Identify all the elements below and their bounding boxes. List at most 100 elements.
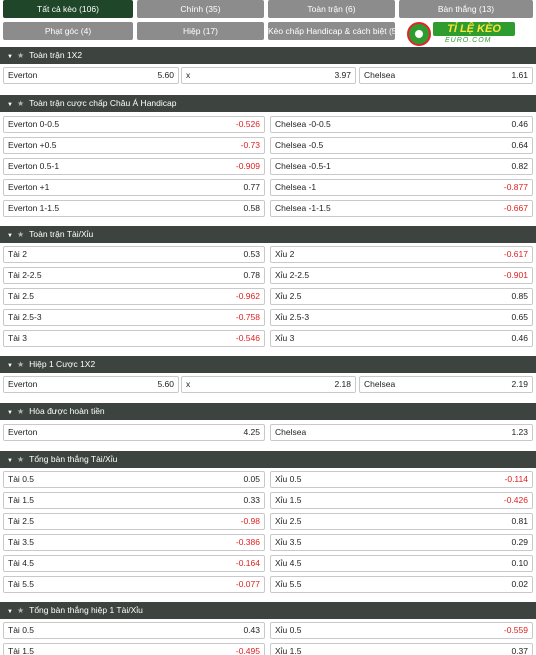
collapse-caret-icon[interactable]: ▼ [7,233,13,239]
tab-full-match[interactable]: Toàn trận (6) [268,0,395,18]
odds-cell[interactable]: Xỉu 2.5-3 0.65 [270,309,533,326]
tab-goals[interactable]: Bàn thắng (13) [399,0,533,18]
tab-all[interactable]: Tất cả kèo (106) [3,0,133,18]
market-tabs: Tất cả kèo (106) Chính (35) Toàn trận (6… [0,0,536,42]
odds-value: 0.53 [243,249,260,259]
odds-value: 0.85 [511,291,528,301]
handicap-line: 1.5 [289,646,302,655]
odds-cell[interactable]: Xỉu 0.5 -0.559 [270,622,533,639]
section-header[interactable]: ▼ ★ Tổng bàn thắng Tài/Xỉu [0,451,536,468]
odds-cell[interactable]: Xỉu 3.5 0.29 [270,534,533,551]
odds-cell[interactable]: Chelsea 2.19 [359,376,533,393]
odds-cell[interactable]: Xỉu 3 0.46 [270,330,533,347]
favorite-star-icon[interactable]: ★ [16,360,25,369]
selection-label: Chelsea -0.5 [275,138,323,153]
tab-main[interactable]: Chính (35) [137,0,264,18]
selection-label: Everton 1-1.5 [8,201,59,216]
favorite-star-icon[interactable]: ★ [16,230,25,239]
odds-cell[interactable]: Chelsea -0.5-1 0.82 [270,158,533,175]
section-header[interactable]: ▼ ★ Hòa được hoàn tiền [0,403,536,420]
handicap-line: 0.5 [22,625,35,635]
section-header[interactable]: ▼ ★ Tổng bàn thắng hiệp 1 Tài/Xỉu [0,602,536,619]
favorite-star-icon[interactable]: ★ [16,99,25,108]
section-header[interactable]: ▼ ★ Toàn trận Tài/Xỉu [0,226,536,243]
selection-label: Tài 5.5 [8,577,34,592]
odds-cell[interactable]: Chelsea -1 -0.877 [270,179,533,196]
favorite-star-icon[interactable]: ★ [16,455,25,464]
odds-value: -0.962 [235,291,260,301]
favorite-star-icon[interactable]: ★ [16,407,25,416]
selection-name: Chelsea [275,140,307,150]
favorite-star-icon[interactable]: ★ [16,51,25,60]
selection-label: Xỉu 2 [275,247,294,262]
odds-cell[interactable]: Xỉu 4.5 0.10 [270,555,533,572]
odds-value: 1.61 [511,70,528,80]
collapse-caret-icon[interactable]: ▼ [7,458,13,464]
collapse-caret-icon[interactable]: ▼ [7,54,13,60]
selection-label: Tài 2.5-3 [8,310,42,325]
odds-cell[interactable]: Everton 5.60 [3,67,179,84]
odds-cell[interactable]: Tài 5.5 -0.077 [3,576,265,593]
selection-name: Everton [8,70,38,80]
section-header[interactable]: ▼ ★ Toàn trận 1X2 [0,47,536,64]
odds-cell[interactable]: Tài 2 0.53 [3,246,265,263]
odds-cell[interactable]: Everton 4.25 [3,424,265,441]
handicap-line: 2 [22,249,27,259]
odds-value: 2.19 [511,379,528,389]
odds-cell[interactable]: Everton 0-0.5 -0.526 [3,116,265,133]
selection-name: Xỉu [275,249,288,259]
selection-name: Xỉu [275,579,288,589]
odds-cell[interactable]: Tài 3 -0.546 [3,330,265,347]
selection-name: Chelsea [275,119,307,129]
selection-name: Tài [8,312,20,322]
selection-name: Tài [8,646,20,655]
odds-cell[interactable]: Chelsea -1-1.5 -0.667 [270,200,533,217]
handicap-line: 2.5 [22,291,35,301]
collapse-caret-icon[interactable]: ▼ [7,363,13,369]
favorite-star-icon[interactable]: ★ [16,606,25,615]
odds-cell[interactable]: Xỉu 5.5 0.02 [270,576,533,593]
odds-cell[interactable]: Xỉu 2.5 0.85 [270,288,533,305]
odds-cell[interactable]: Tài 3.5 -0.386 [3,534,265,551]
odds-cell[interactable]: Tài 1.5 0.33 [3,492,265,509]
odds-cell[interactable]: Tài 2.5 -0.962 [3,288,265,305]
odds-cell[interactable]: Tài 1.5 -0.495 [3,643,265,655]
odds-cell[interactable]: Xỉu 0.5 -0.114 [270,471,533,488]
odds-cell[interactable]: Xỉu 1.5 -0.426 [270,492,533,509]
tab-half[interactable]: Hiệp (17) [137,22,264,40]
selection-name: Xỉu [275,474,288,484]
odds-cell[interactable]: Tài 0.5 0.05 [3,471,265,488]
odds-cell[interactable]: Xỉu 2.5 0.81 [270,513,533,530]
tilekeo-logo[interactable]: TỈ LỆ KÈO EURO.COM [401,20,519,50]
odds-cell[interactable]: Tài 4.5 -0.164 [3,555,265,572]
odds-cell[interactable]: x 3.97 [181,67,356,84]
odds-cell[interactable]: Chelsea -0-0.5 0.46 [270,116,533,133]
odds-cell[interactable]: Xỉu 2 -0.617 [270,246,533,263]
odds-cell[interactable]: x 2.18 [181,376,356,393]
odds-cell[interactable]: Tài 2-2.5 0.78 [3,267,265,284]
odds-cell[interactable]: Chelsea -0.5 0.64 [270,137,533,154]
tab-corners[interactable]: Phạt góc (4) [3,22,133,40]
collapse-caret-icon[interactable]: ▼ [7,609,13,615]
tab-handicap[interactable]: Kèo chấp Handicap & cách biệt (5) [268,22,395,40]
odds-cell[interactable]: Tài 2.5-3 -0.758 [3,309,265,326]
handicap-line: 1-1.5 [39,203,60,213]
odds-value: 0.65 [511,312,528,322]
odds-cell[interactable]: Xỉu 1.5 0.37 [270,643,533,655]
odds-value: 0.10 [511,558,528,568]
odds-cell[interactable]: Everton 5.60 [3,376,179,393]
odds-cell[interactable]: Tài 0.5 0.43 [3,622,265,639]
selection-label: Chelsea -0.5-1 [275,159,331,174]
collapse-caret-icon[interactable]: ▼ [7,102,13,108]
collapse-caret-icon[interactable]: ▼ [7,410,13,416]
odds-cell[interactable]: Chelsea 1.61 [359,67,533,84]
odds-cell[interactable]: Xỉu 2-2.5 -0.901 [270,267,533,284]
odds-cell[interactable]: Everton 0.5-1 -0.909 [3,158,265,175]
section-header[interactable]: ▼ ★ Hiệp 1 Cược 1X2 [0,356,536,373]
section-header[interactable]: ▼ ★ Toàn trận cược chấp Châu Á Handicap [0,95,536,112]
odds-cell[interactable]: Everton +0.5 -0.73 [3,137,265,154]
odds-cell[interactable]: Everton 1-1.5 0.58 [3,200,265,217]
odds-cell[interactable]: Chelsea 1.23 [270,424,533,441]
odds-cell[interactable]: Tài 2.5 -0.98 [3,513,265,530]
odds-cell[interactable]: Everton +1 0.77 [3,179,265,196]
